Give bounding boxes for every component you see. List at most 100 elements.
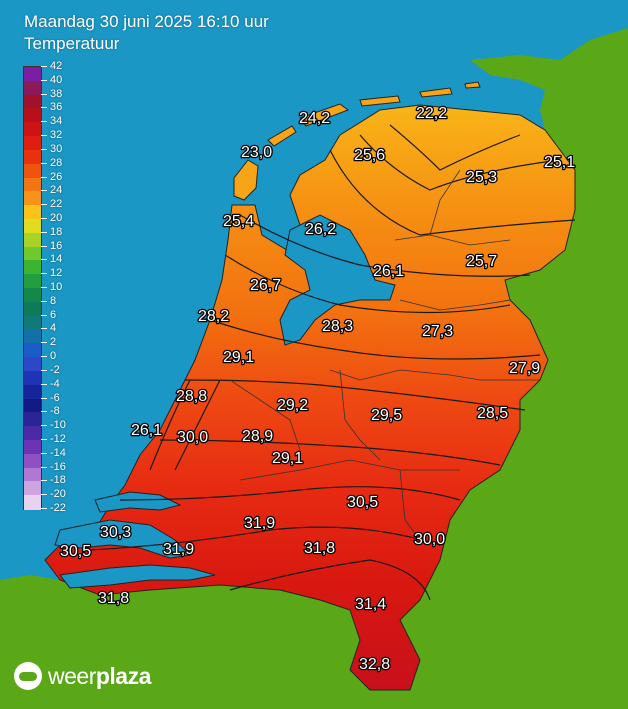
- legend-tick-label: -6: [50, 391, 60, 404]
- legend-tick-label: -14: [50, 446, 66, 459]
- legend-tick-label: 32: [50, 129, 63, 142]
- legend-color-band: [24, 67, 41, 82]
- legend-color-band: [24, 232, 41, 248]
- station-temperature: 30,5: [60, 543, 91, 560]
- legend-tick-label: -12: [50, 432, 66, 445]
- station-labels: 24,2 22,2 23,0 25,6 25,1 25,3 25,4 26,2 …: [59, 104, 577, 675]
- westerschelde: [59, 564, 216, 589]
- legend-color-band: [24, 384, 41, 399]
- legend-color-band: [24, 136, 41, 151]
- isotherm-lines: [89, 124, 576, 601]
- station-temperature: 31,8: [98, 590, 129, 607]
- legend-color-band: [24, 246, 41, 261]
- legend-tick-mark: [41, 231, 47, 233]
- station-temperature: 27,9: [509, 360, 540, 377]
- legend-tick-label: 12: [50, 267, 63, 280]
- wadden-island-vlieland: [267, 125, 297, 147]
- station-temperature: 31,9: [163, 541, 194, 558]
- legend-tick-mark: [41, 273, 47, 275]
- legend-tick-label: 22: [50, 198, 63, 211]
- legend-tick-mark: [41, 452, 47, 454]
- legend-color-band: [24, 108, 41, 123]
- station-temperature: 30,5: [347, 494, 378, 511]
- legend-tick-mark: [41, 328, 47, 330]
- station-temperature: 30,3: [100, 524, 131, 541]
- legend-tick-label: -16: [50, 460, 66, 473]
- haringvliet: [94, 491, 182, 513]
- legend-color-band: [24, 301, 41, 317]
- legend-tick-label: -18: [50, 474, 66, 487]
- surrounding-land: [0, 28, 628, 709]
- legend-tick-mark: [41, 314, 47, 316]
- legend-color-band: [24, 370, 41, 386]
- legend-color-band: [24, 439, 41, 455]
- brand-logo: weerplaza: [14, 662, 151, 690]
- legend-tick-mark: [41, 135, 47, 137]
- legend-tick-mark: [41, 217, 47, 219]
- station-temperature: 29,2: [277, 397, 308, 414]
- legend-tick-mark: [41, 425, 47, 427]
- legend-color-band: [24, 481, 41, 496]
- wadden-island-terschelling: [299, 103, 350, 127]
- legend-tick-mark: [41, 176, 47, 178]
- station-temperature: 28,5: [477, 405, 508, 422]
- legend-color-band: [24, 260, 41, 275]
- station-temperature: 22,2: [416, 105, 447, 122]
- legend-tick-label: 26: [50, 170, 63, 183]
- ijsselmeer: [279, 214, 396, 346]
- station-temperature: 30,0: [177, 429, 208, 446]
- legend-tick-label: 28: [50, 156, 63, 169]
- legend-tick-mark: [41, 342, 47, 344]
- legend-color-band: [24, 205, 41, 220]
- legend-tick-mark: [41, 121, 47, 123]
- brand-name-bold: plaza: [95, 662, 152, 689]
- legend-tick-mark: [41, 93, 47, 95]
- legend-color-band: [24, 149, 41, 165]
- station-temperature: 26,1: [373, 263, 404, 280]
- legend-color-band: [24, 453, 41, 469]
- legend-color-band: [24, 177, 41, 192]
- legend-color-band: [24, 329, 41, 344]
- legend-color-band: [24, 357, 41, 372]
- wadden-island-texel: [233, 159, 259, 201]
- station-temperature: 25,7: [466, 253, 497, 270]
- oosterschelde: [54, 519, 192, 559]
- temperature-legend-bar: [23, 66, 42, 510]
- legend-tick-label: -20: [50, 488, 66, 501]
- station-temperature: 25,6: [354, 147, 385, 164]
- legend-tick-label: 16: [50, 239, 63, 252]
- legend-color-band: [24, 122, 41, 137]
- station-temperature: 28,9: [242, 428, 273, 445]
- station-temperature: 32,8: [359, 656, 390, 673]
- cloud-logo-icon: [14, 662, 42, 690]
- legend-tick-mark: [41, 466, 47, 468]
- legend-color-band: [24, 191, 41, 206]
- legend-color-band: [24, 412, 41, 427]
- legend-tick-mark: [41, 383, 47, 385]
- station-temperature: 24,2: [299, 110, 330, 127]
- station-temperature: 27,3: [422, 323, 453, 340]
- legend-tick-mark: [41, 369, 47, 371]
- legend-tick-label: -22: [50, 502, 66, 514]
- legend-color-band: [24, 495, 41, 510]
- legend-tick-label: -8: [50, 405, 60, 418]
- station-temperature: 28,8: [176, 388, 207, 405]
- station-temperature: 25,3: [466, 169, 497, 186]
- legend-tick-mark: [41, 300, 47, 302]
- station-temperature: 28,2: [198, 308, 229, 325]
- legend-tick-label: -10: [50, 419, 66, 432]
- map-subtitle: Temperatuur: [24, 34, 120, 53]
- wadden-island-schiermonnikoog: [419, 87, 453, 98]
- station-temperature: 28,3: [322, 318, 353, 335]
- legend-color-band: [24, 94, 41, 109]
- station-temperature: 26,2: [305, 221, 336, 238]
- legend-tick-label: 42: [50, 60, 63, 72]
- legend-color-band: [24, 218, 41, 234]
- legend-tick-label: 6: [50, 308, 57, 321]
- legend-tick-mark: [41, 480, 47, 482]
- station-temperature: 26,1: [131, 422, 162, 439]
- legend-tick-label: 0: [50, 350, 57, 363]
- legend-tick-label: -4: [50, 377, 60, 390]
